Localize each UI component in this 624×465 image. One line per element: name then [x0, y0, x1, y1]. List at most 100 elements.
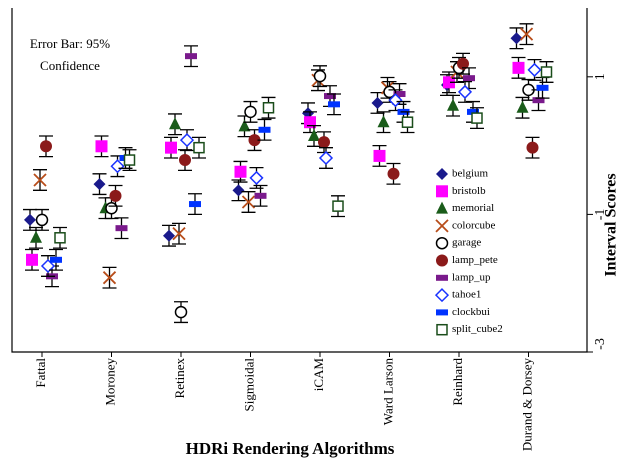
axis-frame	[11, 8, 588, 353]
annotation: Confidence	[40, 58, 100, 73]
point	[401, 116, 414, 128]
point	[248, 134, 261, 147]
legend-label: tahoe1	[452, 289, 481, 301]
x-tick-label: Reinhard	[450, 358, 465, 406]
point	[532, 97, 545, 104]
point	[377, 115, 390, 128]
point	[24, 213, 36, 226]
legend-marker	[436, 168, 448, 180]
point	[324, 93, 336, 100]
point	[387, 167, 400, 180]
point	[318, 150, 334, 166]
point	[26, 253, 38, 266]
point	[536, 84, 549, 91]
x-tick-label: iCAM	[311, 358, 326, 392]
point	[527, 62, 542, 77]
legend-label: memorial	[452, 202, 494, 214]
legend-marker	[436, 323, 448, 336]
point	[238, 119, 251, 132]
legend-marker	[436, 274, 448, 281]
point	[373, 149, 386, 162]
point	[371, 96, 384, 109]
legend-label: bristolb	[452, 185, 486, 197]
legend-label: garage	[452, 237, 481, 249]
point	[54, 232, 66, 244]
y-axis-label: Interval Scores	[603, 173, 620, 276]
point	[193, 141, 205, 154]
point	[30, 230, 42, 243]
point	[328, 101, 340, 108]
point	[179, 154, 191, 167]
point	[33, 173, 47, 187]
point	[109, 189, 122, 202]
point	[93, 178, 106, 191]
point	[540, 66, 553, 78]
point	[169, 117, 181, 130]
point	[467, 108, 479, 115]
x-tick-label: Durand & Dorsey	[519, 358, 534, 452]
point	[457, 84, 473, 99]
x-tick-label: Sigmoidal	[241, 358, 256, 412]
point	[262, 102, 275, 114]
point	[165, 141, 177, 154]
point	[526, 141, 539, 154]
legend-label: colorcube	[452, 219, 495, 231]
point	[110, 159, 125, 174]
legend-label: split_cube2	[452, 323, 503, 335]
point	[95, 140, 108, 153]
point	[123, 154, 136, 166]
point	[519, 27, 534, 41]
annotation: Error Bar: 95%	[30, 36, 110, 51]
legend-marker	[436, 254, 448, 267]
legend-label: clockbui	[452, 306, 490, 318]
legend-marker	[434, 288, 450, 303]
point	[40, 258, 56, 274]
point	[393, 91, 406, 97]
point	[115, 225, 128, 232]
point	[512, 61, 525, 74]
point	[50, 256, 62, 263]
point	[308, 128, 320, 141]
point	[254, 192, 267, 199]
point	[102, 271, 117, 285]
point	[40, 140, 52, 153]
y-tick-label: -3	[593, 338, 608, 350]
point	[189, 201, 201, 208]
legend-marker	[436, 185, 448, 198]
point	[258, 126, 271, 133]
point	[163, 229, 175, 242]
point	[185, 53, 197, 60]
point	[471, 112, 483, 124]
legend-marker	[436, 309, 448, 316]
point	[510, 32, 523, 45]
point	[318, 136, 330, 149]
legend-marker	[435, 219, 449, 233]
y-tick-label: -1	[593, 209, 608, 221]
point	[249, 170, 264, 185]
point	[172, 227, 186, 241]
x-tick-label: Fattal	[33, 358, 48, 388]
legend-label: lamp_pete	[452, 254, 498, 266]
point	[105, 201, 118, 215]
point	[244, 105, 257, 119]
point	[332, 200, 344, 212]
point	[457, 57, 469, 70]
x-tick-label: Ward Larson	[380, 358, 395, 426]
point	[516, 100, 529, 113]
point	[463, 75, 475, 82]
point	[241, 195, 256, 209]
point	[179, 133, 195, 148]
point	[443, 76, 455, 89]
point	[232, 184, 245, 197]
legend-marker	[436, 201, 448, 214]
legend-label: belgium	[452, 168, 488, 180]
y-tick-label: 1	[593, 73, 608, 80]
legend-marker	[435, 236, 449, 250]
point	[447, 98, 459, 111]
point	[35, 213, 49, 227]
point	[388, 93, 403, 108]
legend-label: lamp_up	[452, 271, 491, 283]
x-axis-label: HDRi Rendering Algorithms	[186, 439, 395, 458]
point	[313, 69, 327, 83]
